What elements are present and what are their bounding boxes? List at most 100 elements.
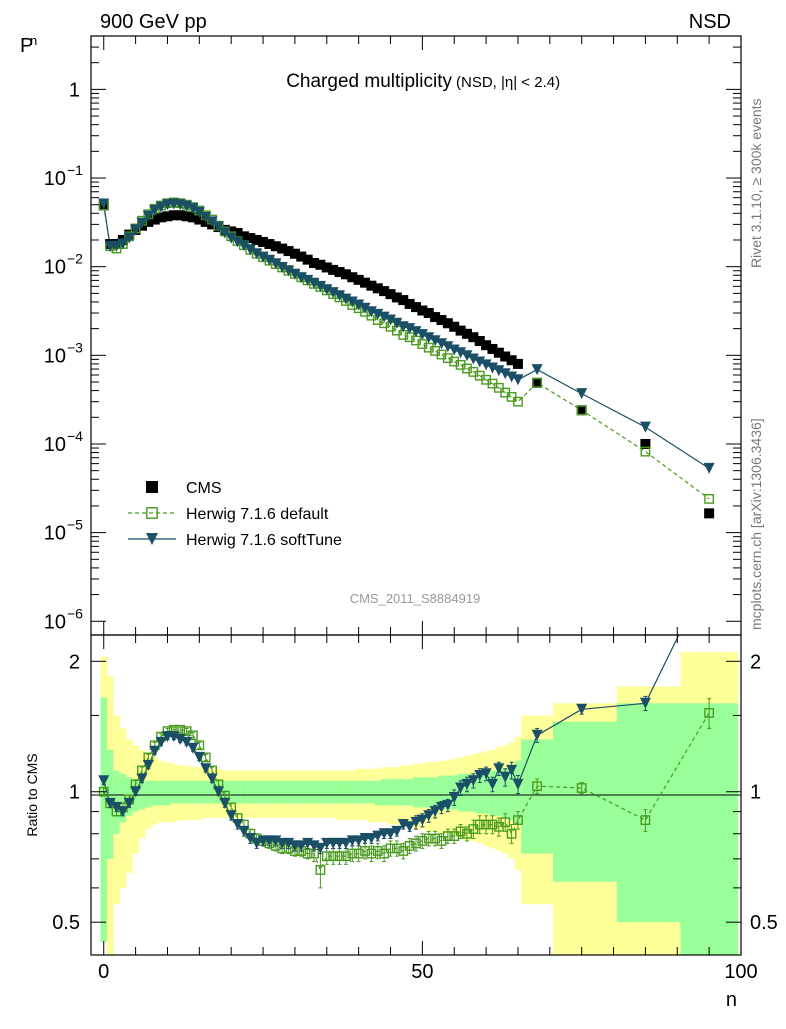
main-point-s2-38 [340,293,352,305]
ratio-point-s0-42 [366,848,377,859]
main-point-s0-26 [264,239,275,250]
main-point-s0-28 [277,243,288,254]
ratio-point-s0-34 [315,865,326,875]
band-inner-61 [489,770,496,816]
main-point-s2-54 [442,341,454,353]
main-point-s2-45 [385,314,397,326]
main-point-s2-34 [314,280,326,292]
main-point-s0-58 [468,332,479,343]
band-inner-32 [304,780,312,804]
rivet-version-label: Rivet 3.1.10, ≥ 300k events [748,98,764,268]
main-point-s0-66 [532,377,543,388]
band-inner-22 [240,780,248,804]
main-point-s0-40 [353,274,364,285]
header-right-label: NSD [689,11,731,33]
main-point-s0-35 [321,262,332,273]
ratio-point-s1-31 [295,840,307,852]
main-point-s0-7 [143,216,154,227]
ratio-point-s0-37 [334,851,345,862]
main-point-s2-3 [117,238,129,250]
main-point-s2-61 [486,362,498,374]
ratio-point-s1-66 [531,729,543,741]
ratio-point-s1-60 [480,768,492,780]
main-point-s2-46 [391,317,403,329]
band-inner-24 [253,780,261,804]
ratio-point-s0-44 [379,848,390,859]
ratio-point-s1-58 [467,775,479,787]
ratio-point-s1-16 [200,763,212,775]
ratio-xticklabel-2: 100 [724,961,757,983]
ratio-point-s1-63 [499,771,511,783]
ratio-xticklabel-1: 50 [411,961,433,983]
main-yticklabel-5: 10 [44,168,66,190]
main-point-s2-5 [130,224,142,236]
main-point-s0-63 [500,351,511,362]
ratio-point-s0-66 [532,781,542,792]
ratio-point-s1-18 [212,786,224,798]
main-point-s2-33 [308,277,320,289]
ratio-point-s1-21 [232,819,244,831]
main-point-s2-9 [155,201,167,213]
ratio-point-s0-59 [474,819,485,830]
band-inner-20 [228,780,235,804]
band-inner-29 [285,780,293,804]
band-inner-9 [157,780,165,806]
main-point-s0-39 [347,272,358,283]
band-inner-57 [463,773,471,812]
main-point-s2-21 [232,236,244,248]
main-point-s2-25 [257,251,269,263]
legend-label-0: CMS [186,480,222,497]
band-inner-33 [310,780,318,804]
main-point-s0-25 [258,236,269,247]
main-point-s2-2 [110,240,122,252]
main-yticklabel-exp-3: −3 [67,339,83,355]
band-inner-48 [406,779,414,806]
ratio-point-s1-67 [576,703,588,715]
main-point-s0-36 [328,264,339,275]
main-point-s2-24 [251,248,263,260]
band-inner-66 [521,739,554,854]
band-inner-63 [502,768,509,818]
main-point-s2-6 [136,217,148,229]
band-inner-46 [393,779,401,806]
ratio-point-s0-52 [430,833,441,844]
main-point-s2-52 [429,335,441,347]
ylabel-main: P [20,35,33,57]
main-point-s1-51 [423,342,434,353]
main-point-s2-28 [276,261,288,273]
main-point-s0-45 [385,289,396,300]
main-point-s2-53 [435,338,447,350]
band-inner-52 [431,777,439,808]
ratio-yticklabel-0: 0.5 [52,912,80,934]
ratio-point-s1-8 [149,745,161,757]
main-point-s0-60 [481,340,492,351]
band-inner-49 [412,777,420,808]
main-yticklabel-exp-0: −6 [67,605,83,621]
main-point-s0-41 [360,277,371,288]
main-series-markers [98,197,715,519]
main-point-s0-12 [175,210,186,221]
ratio-axes: 0.5 0.5 1 1 2 2 0 50 100 [52,634,778,983]
ratio-point-s1-5 [130,786,142,798]
main-point-s0-50 [417,305,428,316]
ratio-frame [90,634,742,956]
band-inner-30 [291,780,299,804]
ratio-point-s1-55 [448,791,460,803]
main-point-s2-67 [576,388,588,400]
main-point-s2-27 [270,258,282,270]
ratio-point-s1-56 [455,782,467,794]
main-point-s2-55 [448,344,460,356]
main-point-s0-38 [340,269,351,280]
band-inner-54 [444,775,452,810]
ratio-point-s0-41 [360,846,370,856]
main-point-s2-23 [244,244,256,256]
ratio-yticklabel-right-2: 2 [750,651,761,673]
ratio-point-s0-50 [417,836,428,846]
main-point-s2-32 [302,274,314,286]
analysis-id-label: CMS_2011_S8884919 [350,591,481,606]
main-point-s0-14 [187,212,198,223]
ratio-ylabel: Ratio to CMS [24,753,40,836]
main-point-s2-39 [346,296,358,308]
band-inner-42 [368,780,375,804]
